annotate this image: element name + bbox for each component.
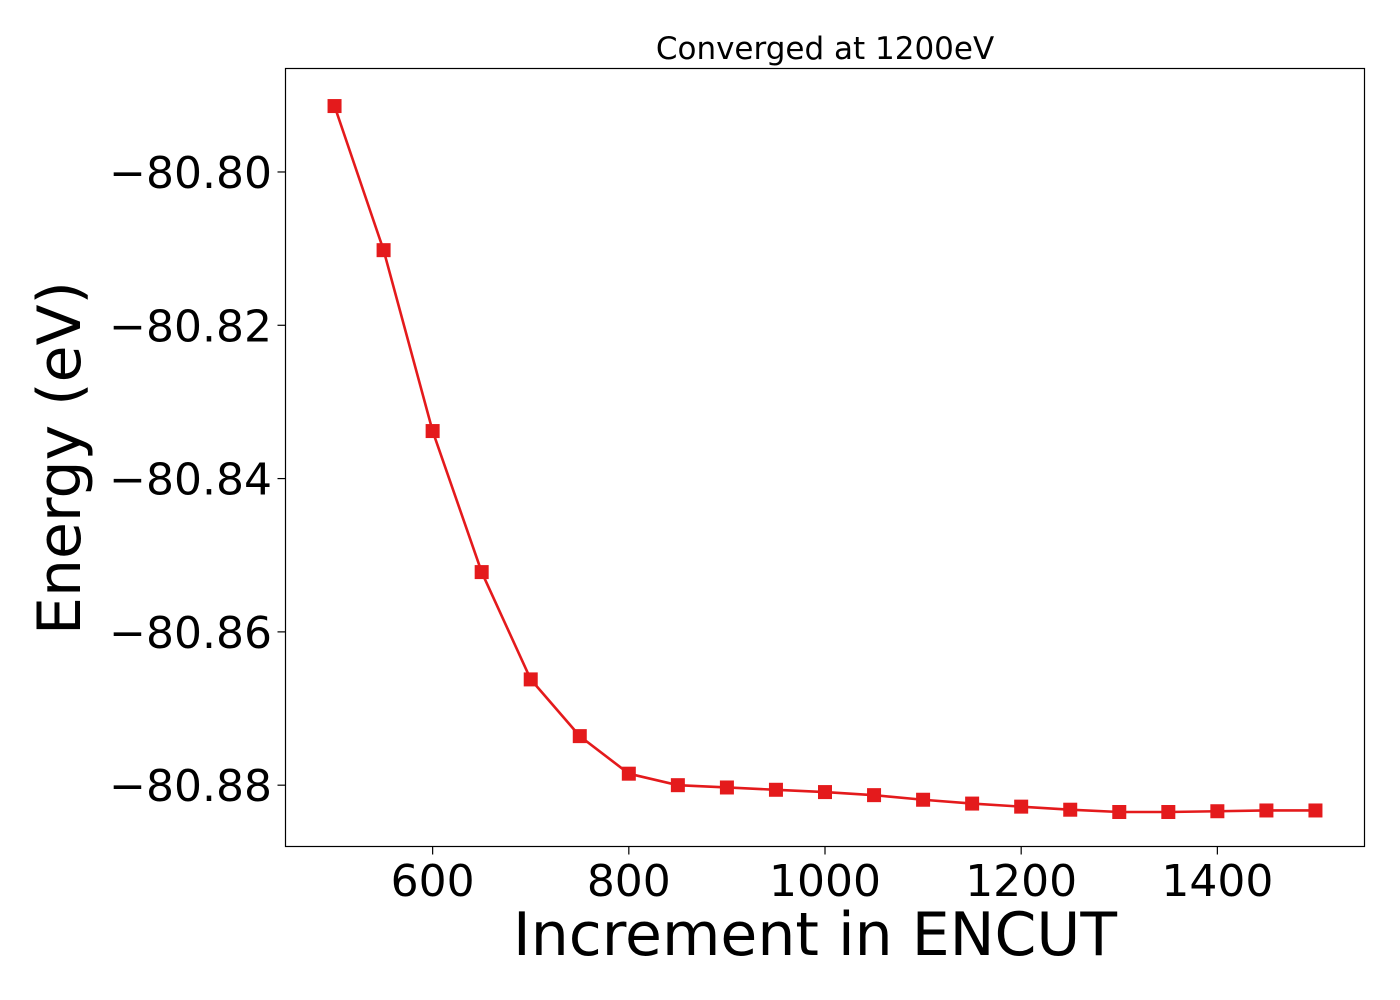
data-point-marker xyxy=(1063,802,1078,817)
y-tick-label: −80.86 xyxy=(109,608,272,659)
data-point-marker xyxy=(1161,805,1176,820)
x-tick-label: 1000 xyxy=(769,856,881,907)
y-tick-label: −80.80 xyxy=(109,148,272,199)
y-tick-label: −80.84 xyxy=(109,455,272,506)
data-point-marker xyxy=(1259,803,1274,818)
axis-ticks: 600 800 1000 1200 1400 −80.80 −80.82 −80.84 −80.… xyxy=(109,148,1273,907)
data-point-marker xyxy=(768,782,783,797)
y-tick-label: −80.88 xyxy=(109,761,272,812)
plot-frame xyxy=(284,67,1366,848)
data-point-marker xyxy=(1014,799,1029,814)
data-point-marker xyxy=(670,778,685,793)
data-point-marker xyxy=(523,672,538,687)
plot-area: 600 800 1000 1200 1400 −80.80 −80.82 −80.84 −80.… xyxy=(109,67,1366,907)
data-point-marker xyxy=(867,788,882,803)
y-axis-label: Energy (eV) xyxy=(25,281,95,635)
data-point-marker xyxy=(327,99,342,114)
data-point-marker xyxy=(474,565,489,580)
data-point-marker xyxy=(1112,805,1127,820)
x-axis-label: Increment in ENCUT xyxy=(513,900,1117,970)
data-point-marker xyxy=(965,796,980,811)
x-tick-label: 600 xyxy=(391,856,475,907)
y-tick-label: −80.82 xyxy=(109,301,272,352)
data-point-marker xyxy=(916,792,931,807)
data-point-marker xyxy=(1308,803,1323,818)
chart-title: Converged at 1200eV xyxy=(656,31,994,67)
data-point-marker xyxy=(719,780,734,795)
data-point-marker xyxy=(818,785,832,800)
data-point-marker xyxy=(376,243,391,258)
series-line xyxy=(333,105,1316,814)
x-tick-label: 800 xyxy=(587,856,671,907)
series-layer xyxy=(327,99,1323,820)
data-point-marker xyxy=(1210,804,1225,819)
data-point-marker xyxy=(621,766,636,781)
x-tick-label: 1200 xyxy=(965,856,1077,907)
x-tick-label: 1400 xyxy=(1161,856,1273,907)
data-point-marker xyxy=(572,729,587,744)
data-point-marker xyxy=(425,424,440,439)
